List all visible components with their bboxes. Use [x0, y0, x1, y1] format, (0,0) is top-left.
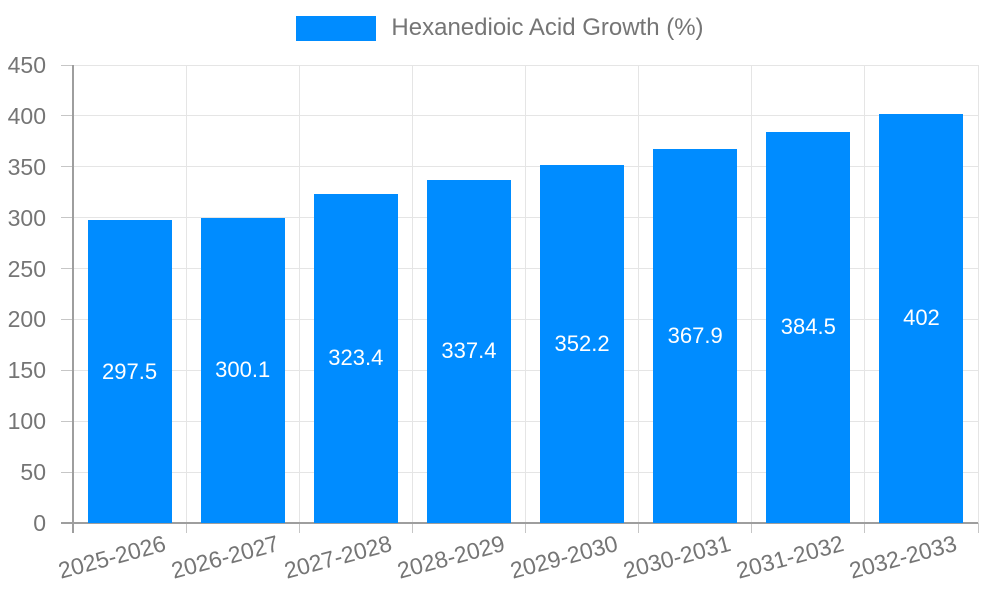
y-axis-tick [61, 471, 73, 473]
y-axis-tick [61, 166, 73, 168]
x-gridline [638, 65, 640, 523]
x-axis-tick [638, 523, 640, 533]
y-axis-tick-label: 350 [7, 153, 46, 180]
x-axis-tick-label: 2028-2029 [394, 530, 508, 584]
x-gridline [751, 65, 753, 523]
bar[interactable] [426, 179, 511, 523]
y-axis-tick-label: 450 [7, 52, 46, 78]
y-axis-line [72, 65, 74, 533]
x-gridline [864, 65, 866, 523]
bar[interactable] [313, 193, 398, 523]
x-axis-tick [751, 523, 753, 533]
x-axis-tick-label: 2031-2032 [733, 530, 847, 584]
y-axis-tick-label: 0 [33, 510, 46, 536]
y-axis-tick-label: 250 [7, 255, 46, 282]
chart-legend[interactable]: Hexanedioic Acid Growth (%) [0, 14, 1000, 42]
x-axis-tick-label: 2032-2033 [846, 530, 960, 584]
y-axis-tick-label: 100 [7, 408, 46, 435]
y-axis-tick [61, 318, 73, 320]
bar-value-label: 367.9 [667, 322, 723, 348]
y-axis-tick [61, 420, 73, 422]
legend-swatch [296, 15, 377, 41]
y-axis-tick [61, 115, 73, 117]
y-axis-tick-label: 50 [20, 459, 46, 486]
y-axis-tick-label: 300 [7, 204, 46, 231]
bar[interactable] [766, 131, 851, 523]
bar-value-label: 352.2 [554, 330, 610, 356]
x-axis-tick-label: 2030-2031 [620, 530, 734, 584]
bar-value-label: 300.1 [215, 357, 271, 383]
y-axis-tick-label: 400 [7, 102, 46, 129]
x-axis-tick-label: 2029-2030 [507, 530, 621, 584]
bar[interactable] [200, 217, 285, 523]
bar-value-label: 297.5 [102, 358, 158, 384]
x-axis-tick [185, 523, 187, 533]
bar[interactable] [653, 148, 738, 523]
x-axis-tick-label: 2025-2026 [55, 530, 169, 584]
x-axis-tick [298, 523, 300, 533]
y-axis-tick [61, 64, 73, 66]
bar-value-label: 323.4 [328, 345, 384, 371]
y-axis-tick [61, 369, 73, 371]
x-axis-tick [411, 523, 413, 533]
y-axis-tick-label: 150 [7, 357, 46, 384]
x-axis-tick-label: 2026-2027 [168, 530, 282, 584]
x-gridline [411, 65, 413, 523]
x-gridline [525, 65, 526, 523]
bar[interactable] [540, 164, 625, 523]
x-axis-tick-label: 2027-2028 [281, 530, 395, 584]
x-gridline [298, 65, 300, 523]
y-axis-tick-label: 200 [7, 306, 46, 333]
x-axis-tick [864, 523, 866, 533]
x-axis-line [61, 522, 978, 524]
y-axis-tick [61, 268, 73, 270]
y-axis-tick [61, 217, 73, 219]
x-gridline [977, 65, 979, 523]
x-axis-tick [977, 523, 979, 533]
x-axis-tick [525, 523, 526, 533]
bar-value-label: 337.4 [441, 338, 497, 364]
bar-value-label: 384.5 [780, 314, 836, 340]
bar[interactable] [879, 113, 964, 523]
bar-value-label: 402 [903, 305, 940, 331]
legend-label: Hexanedioic Acid Growth (%) [391, 14, 704, 41]
bar[interactable] [87, 220, 172, 523]
x-gridline [185, 65, 187, 523]
